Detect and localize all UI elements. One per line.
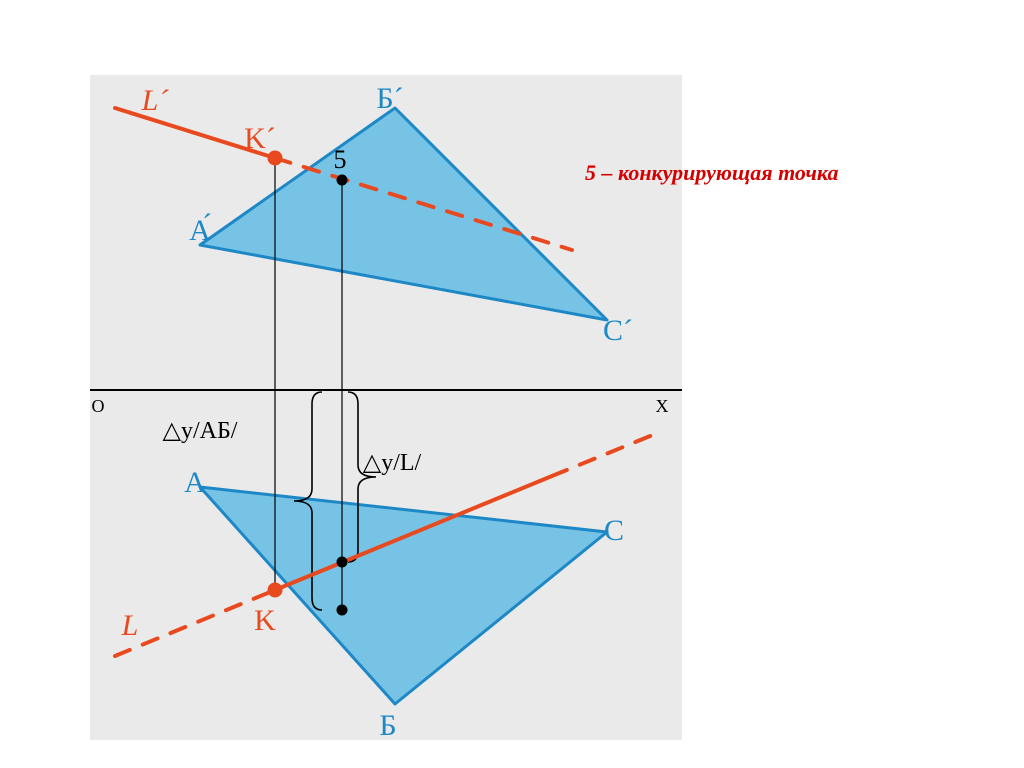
label-L: L bbox=[121, 609, 139, 642]
point-p5h_ab bbox=[337, 557, 347, 567]
point-p5h_br bbox=[337, 605, 347, 615]
label-A: А bbox=[184, 466, 206, 499]
label-Lp: L´ bbox=[141, 84, 170, 117]
caption-competing-point: 5 – конкурирующая точка bbox=[585, 160, 838, 186]
label-O: O bbox=[92, 396, 105, 416]
label-dL: △у/L/ bbox=[363, 450, 422, 476]
geometry-diagram: L´ K´ 5 Б´ А́ С´ А С Б L K △у/АБ/ △у/L/O X bbox=[0, 0, 1024, 768]
label-K: K bbox=[254, 604, 276, 637]
label-n5: 5 bbox=[334, 145, 347, 174]
label-Kp: K´ bbox=[244, 122, 276, 155]
label-C: С bbox=[604, 514, 624, 547]
point-K bbox=[268, 583, 282, 597]
label-Cp: С´ bbox=[603, 314, 633, 347]
label-X: X bbox=[656, 396, 669, 416]
label-dab: △у/АБ/ bbox=[163, 418, 238, 444]
point-p5 bbox=[337, 175, 347, 185]
label-Ap: А́ bbox=[189, 213, 211, 247]
label-Bp: Б´ bbox=[376, 82, 403, 115]
label-B: Б bbox=[379, 709, 396, 742]
